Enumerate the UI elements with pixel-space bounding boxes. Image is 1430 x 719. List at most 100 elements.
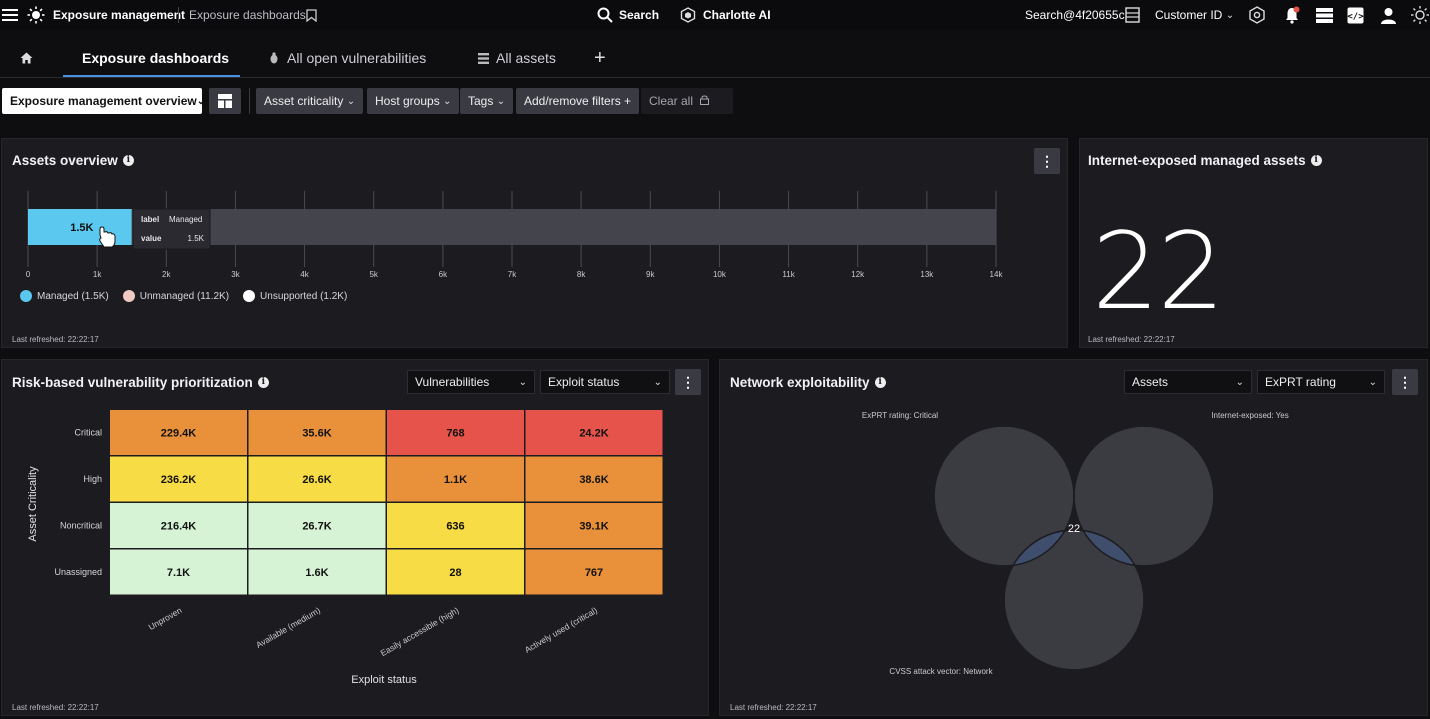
- assets-select[interactable]: Assets ⌄: [1124, 370, 1252, 394]
- x-axis-label: Exploit status: [351, 674, 417, 686]
- y-tick-label: Critical: [74, 428, 102, 438]
- assets-overview-menu-button[interactable]: ⋮: [1034, 148, 1060, 174]
- task-list-icon[interactable]: [1316, 0, 1333, 30]
- code-icon[interactable]: </>: [1347, 0, 1364, 30]
- user-profile-icon[interactable]: [1380, 0, 1397, 30]
- asset-criticality-filter[interactable]: Asset criticality ⌄: [256, 88, 364, 114]
- add-remove-filters-label: Add/remove filters: [524, 94, 621, 108]
- dashboard-select[interactable]: Exposure management overview ⌄: [2, 88, 205, 114]
- bar-segment[interactable]: [906, 209, 990, 245]
- kebab-menu-icon: ⋮: [1398, 374, 1412, 390]
- heatmap-cell[interactable]: [248, 503, 386, 548]
- heatmap-cell[interactable]: [110, 503, 247, 548]
- risk-prioritization-menu-button[interactable]: ⋮: [675, 369, 701, 395]
- list-icon[interactable]: [478, 40, 489, 76]
- tags-label: Tags: [468, 94, 494, 108]
- assets-overview-chart: 0 1k 2k 3k 4k 5k 6k 7k 8k 9k 10k 11k 12k 13k 14k1.5Kla…: [26, 191, 1004, 279]
- x-tick-label: 14k: [990, 270, 1004, 279]
- x-tick-label: 12k: [851, 270, 865, 279]
- legend-swatch: [243, 290, 256, 302]
- info-icon[interactable]: i: [257, 377, 269, 388]
- bookmark-icon[interactable]: [306, 0, 317, 30]
- exploit-status-select-value: Exploit status: [548, 375, 620, 389]
- user-account[interactable]: Search@4f20655c: [1025, 8, 1125, 22]
- heatmap-cell[interactable]: [110, 456, 247, 502]
- heatmap-cell[interactable]: [387, 410, 524, 455]
- legend-item-managed[interactable]: Managed (1.5K): [20, 290, 109, 302]
- info-icon[interactable]: i: [874, 377, 886, 388]
- add-remove-filters-button[interactable]: Add/remove filters +: [516, 88, 640, 114]
- chevron-down-icon: ⌄: [518, 376, 527, 388]
- heatmap-cell[interactable]: [110, 410, 247, 455]
- settings-cog-icon[interactable]: [1248, 0, 1266, 30]
- vulnerabilities-select-value: Vulnerabilities: [415, 375, 490, 389]
- tab-all-open-vulnerabilities[interactable]: All open vulnerabilities: [287, 50, 427, 66]
- clear-all-button[interactable]: Clear all: [641, 88, 733, 114]
- internet-exposed-value[interactable]: 22: [1092, 210, 1225, 333]
- hamburger-menu-icon[interactable]: [2, 0, 18, 30]
- x-tick-label: Actively used (critical): [523, 605, 599, 655]
- heatmap-cell[interactable]: [525, 456, 663, 502]
- legend-item-unsupported[interactable]: Unsupported (1.2K): [243, 290, 347, 302]
- heatmap-cell[interactable]: [525, 549, 663, 595]
- exploit-status-select[interactable]: Exploit status ⌄: [540, 370, 670, 394]
- network-exploitability-menu-button[interactable]: ⋮: [1392, 369, 1418, 395]
- info-icon[interactable]: i: [1310, 155, 1322, 166]
- layout-icon[interactable]: [209, 88, 241, 114]
- x-tick-label: 3k: [231, 270, 240, 279]
- legend-swatch: [122, 290, 135, 302]
- x-tick-label: Available (medium): [254, 605, 322, 650]
- bar-segment[interactable]: [131, 209, 907, 245]
- exprt-rating-select-value: ExPRT rating: [1265, 375, 1336, 389]
- heatmap-cell-label: 236.2K: [161, 474, 197, 486]
- tab-exposure-dashboards[interactable]: Exposure dashboards: [82, 50, 230, 66]
- tooltip-box: [132, 208, 211, 250]
- database-icon[interactable]: [1125, 0, 1140, 30]
- heatmap-cell[interactable]: [387, 549, 524, 595]
- chevron-down-icon: ⌄: [346, 95, 356, 107]
- heatmap-cell[interactable]: [525, 503, 663, 548]
- plus-icon: +: [624, 94, 632, 108]
- y-axis-label: Asset Criticality: [27, 466, 39, 542]
- hand-cursor-icon: [99, 226, 116, 248]
- app-name[interactable]: Exposure management: [53, 8, 186, 22]
- last-refreshed: Last refreshed: 22:22:17: [12, 703, 99, 712]
- lock-icon: [699, 94, 709, 108]
- heatmap-cell-label: 39.1K: [579, 521, 608, 533]
- heatmap-cell[interactable]: [110, 549, 247, 595]
- charlotte-ai-icon[interactable]: [680, 0, 696, 30]
- add-tab-icon[interactable]: +: [594, 46, 606, 69]
- charlotte-ai-button[interactable]: Charlotte AI: [703, 8, 771, 22]
- heatmap-cell[interactable]: [387, 503, 524, 548]
- heatmap-cell-label: 636: [446, 521, 464, 533]
- tab-all-assets[interactable]: All assets: [496, 50, 556, 66]
- heatmap-cell[interactable]: [525, 410, 663, 455]
- customer-id-select[interactable]: Customer ID ⌄: [1155, 0, 1234, 30]
- heatmap-cell-label: 229.4K: [161, 428, 197, 440]
- host-groups-filter[interactable]: Host groups ⌄: [367, 88, 460, 114]
- customer-id-label: Customer ID: [1155, 8, 1223, 22]
- vulnerabilities-select[interactable]: Vulnerabilities ⌄: [407, 370, 535, 394]
- legend-label: Unsupported (1.2K): [260, 290, 348, 302]
- heatmap-cell[interactable]: [248, 456, 386, 502]
- heatmap-cell[interactable]: [248, 410, 386, 455]
- home-icon[interactable]: [20, 40, 33, 76]
- bug-icon[interactable]: [269, 40, 279, 76]
- search-button[interactable]: Search: [619, 8, 660, 22]
- info-icon[interactable]: i: [122, 155, 134, 166]
- search-icon[interactable]: [597, 0, 613, 30]
- theme-toggle-icon[interactable]: [1410, 0, 1430, 30]
- legend-label: Managed (1.5K): [37, 290, 109, 302]
- chevron-down-icon: ⌄: [1235, 376, 1244, 388]
- heatmap-cell-label: 24.2K: [579, 428, 608, 440]
- legend-item-unmanaged[interactable]: Unmanaged (11.2K): [122, 290, 229, 302]
- falcon-logo-icon[interactable]: [27, 0, 45, 30]
- notifications-bell-icon[interactable]: [1284, 0, 1300, 30]
- tags-filter[interactable]: Tags ⌄: [460, 88, 514, 114]
- breadcrumb[interactable]: Exposure dashboards: [189, 8, 306, 22]
- kebab-menu-icon: ⋮: [1040, 153, 1054, 169]
- exprt-rating-select[interactable]: ExPRT rating ⌄: [1257, 370, 1385, 394]
- heatmap-cell[interactable]: [248, 549, 386, 595]
- heatmap-cell[interactable]: [387, 456, 524, 502]
- clear-all-label: Clear all: [649, 94, 694, 108]
